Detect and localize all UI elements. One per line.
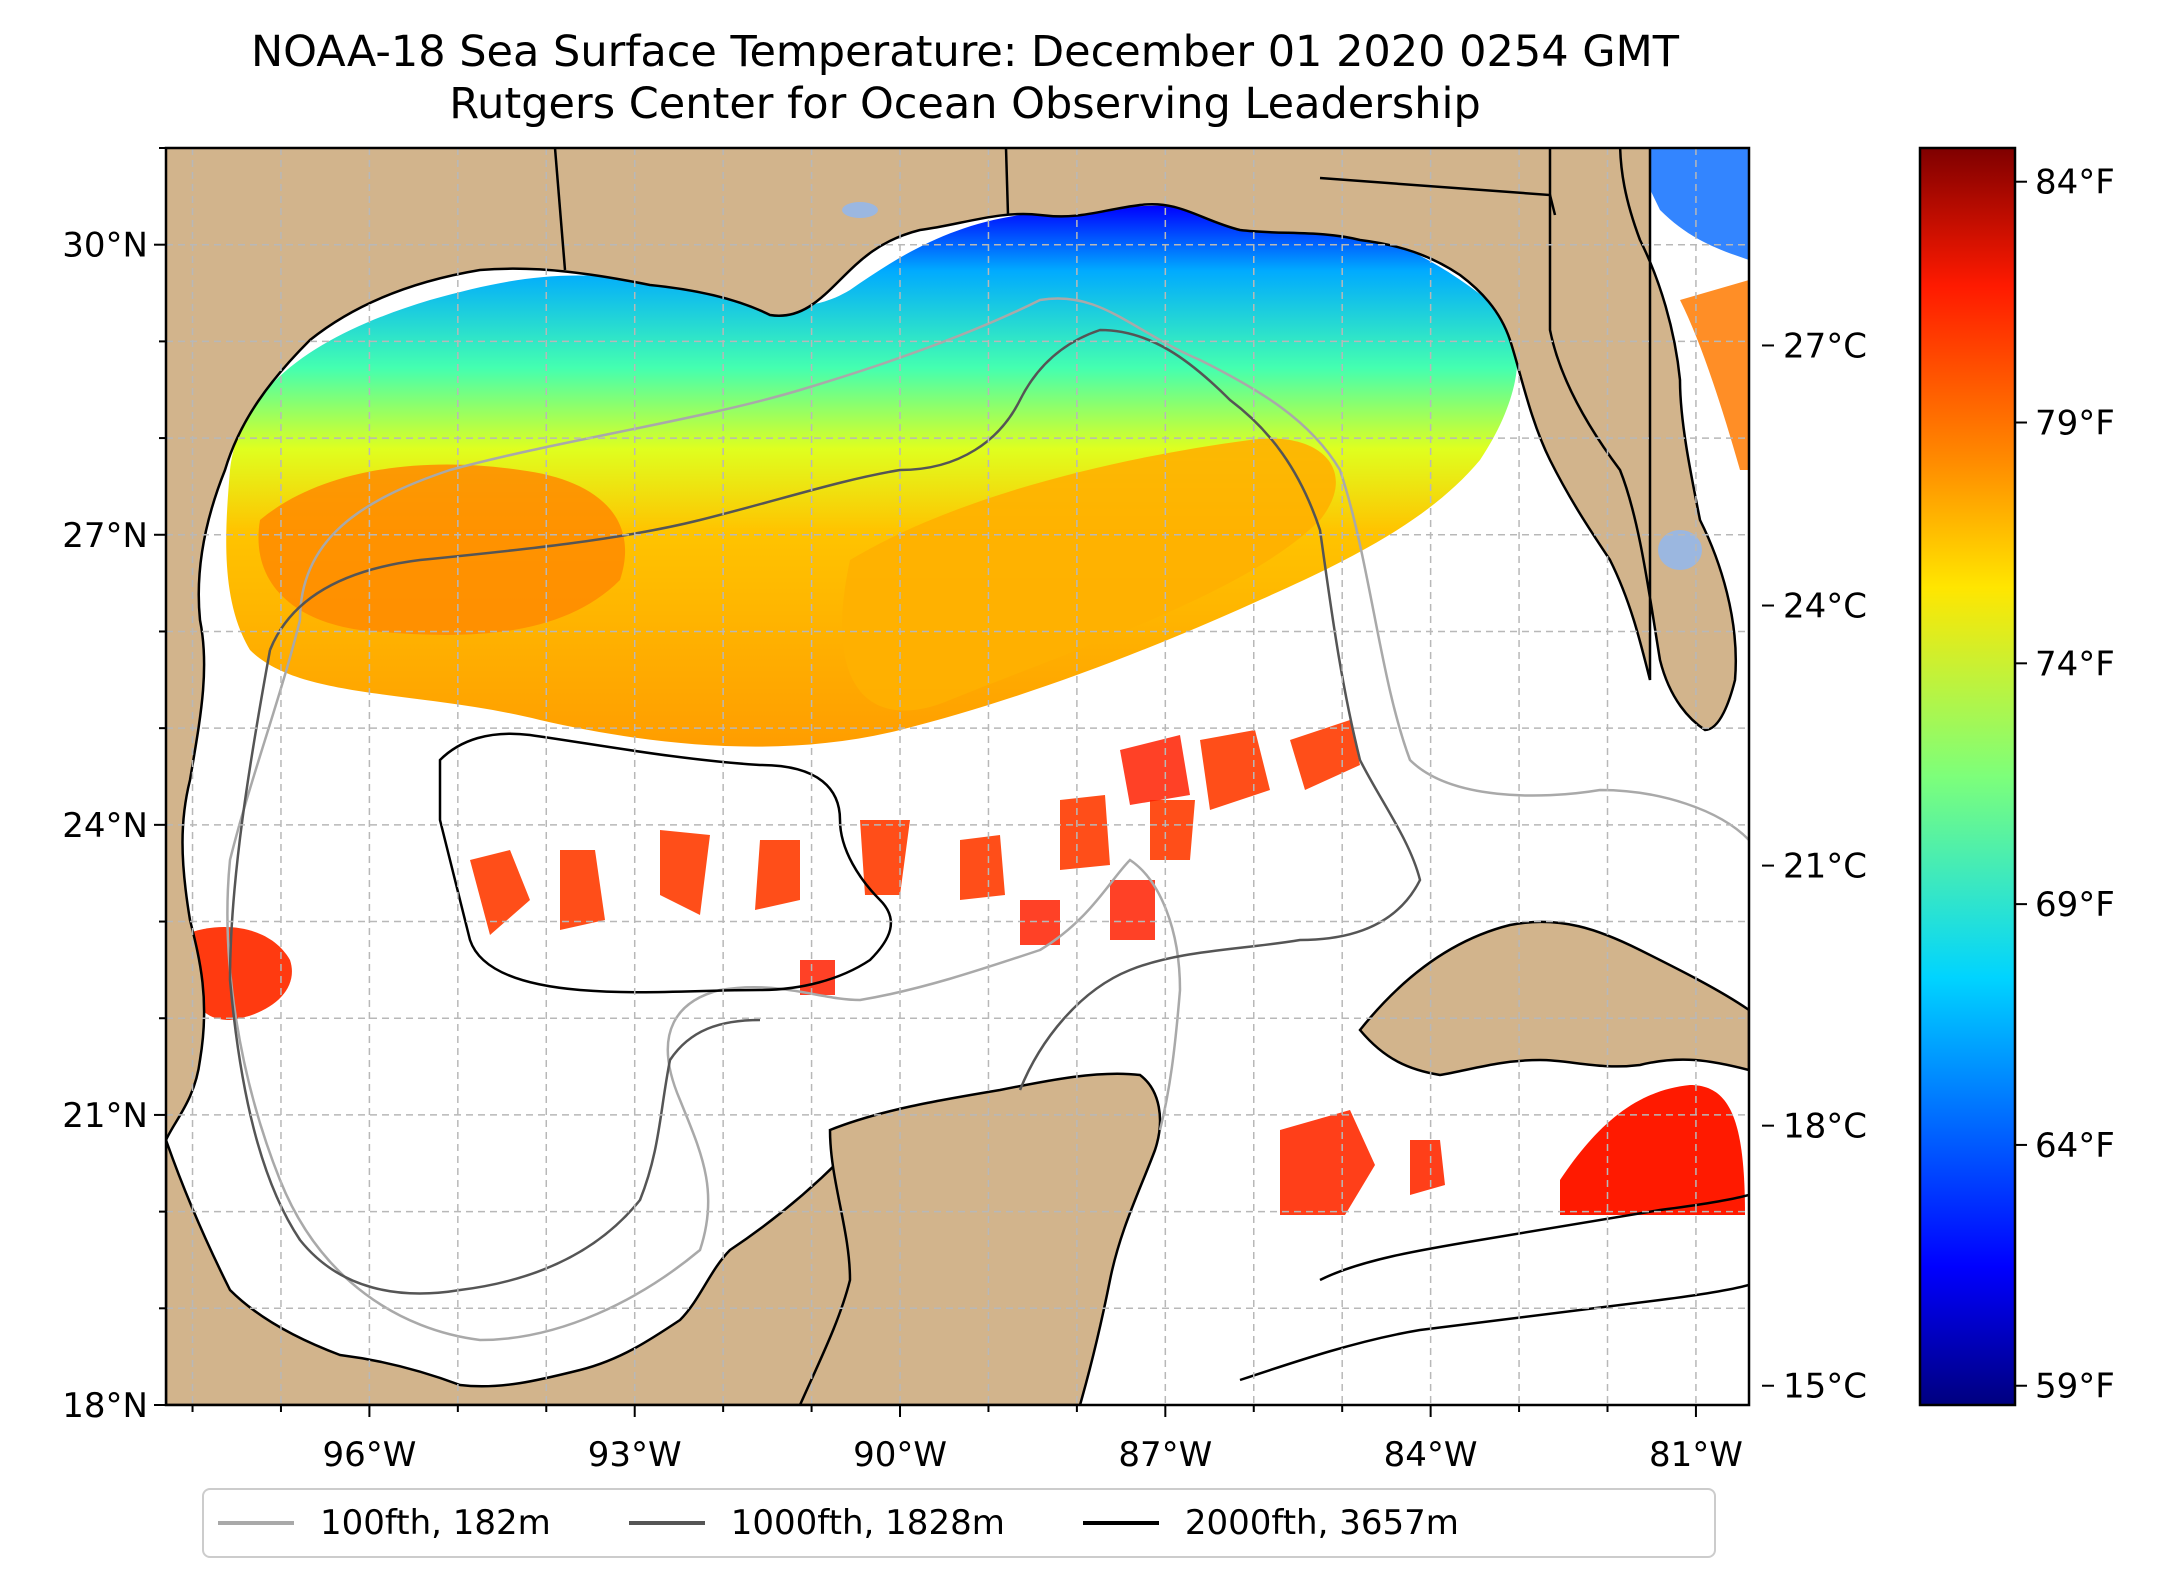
lat-tick-label: 18°N [62,1386,148,1426]
colorbar [1918,146,2017,1407]
lakes-layer [842,202,1702,570]
lon-tick-label: 87°W [1118,1435,1212,1475]
border-la-ms [1004,148,1010,216]
colorbar-f-tick-label: 74°F [2035,644,2115,684]
lake-pontchartrain [842,202,878,218]
land-north-america [166,148,1737,1405]
lat-tick-label: 27°N [62,516,148,556]
lat-tick-label: 21°N [62,1096,148,1136]
latitude-axis: 30°N 27°N 24°N 21°N 18°N [62,147,166,1426]
sst-east-florida [1680,280,1749,470]
legend-line-2000fth [1082,1521,1159,1525]
legend-item-1000fth: 1000fth, 1828m [628,1503,1005,1543]
lon-tick-label: 93°W [588,1435,682,1475]
map-title: NOAA-18 Sea Surface Temperature: Decembe… [251,27,1679,77]
land-yucatan [798,1072,1162,1405]
lat-tick-label: 30°N [62,226,148,266]
contour-1000fth [228,328,1422,1295]
map-frame [164,146,1751,1407]
legend-label: 1000fth, 1828m [730,1503,1005,1543]
map-subtitle: Rutgers Center for Ocean Observing Leade… [449,79,1481,129]
longitude-axis: 96°W 93°W 90°W 87°W 84°W 81°W [191,1405,1743,1475]
colorbar-f-tick-label: 69°F [2035,885,2115,925]
colorbar-f-tick-label: 84°F [2035,163,2115,203]
state-borders [553,148,1557,271]
lon-tick-label: 81°W [1649,1435,1743,1475]
land-cuba [1358,920,1749,1077]
colorbar-fahrenheit-axis: 84°F 79°F 74°F 69°F 64°F 59°F [2015,163,2115,1407]
sst-caribbean-west [1280,1110,1445,1215]
lake-okeechobee [1658,530,1702,570]
lon-tick-label: 90°W [853,1435,947,1475]
legend-item-100fth: 100fth, 182m [218,1503,551,1543]
colorbar-celsius-axis: 27°C 24°C 21°C 18°C 15°C [1762,326,1867,1407]
border-tx-la [553,148,567,271]
contour-100fth [226,297,1749,1342]
sst-west-warm [184,927,292,1020]
colorbar-c-tick-label: 18°C [1783,1107,1867,1147]
lon-tick-label: 84°W [1384,1435,1478,1475]
legend-label: 2000fth, 3657m [1184,1503,1459,1543]
sst-south-patches [470,720,1360,935]
sst-central-warm [258,464,626,635]
legend-line-1000fth [628,1521,705,1525]
bathymetry-legend: 100fth, 182m 1000fth, 1828m 2000fth, 365… [202,1488,1716,1558]
legend-label: 100fth, 182m [320,1503,551,1543]
legend-line-100fth [218,1521,294,1525]
colorbar-f-tick-label: 79°F [2035,404,2115,444]
border-ga-fl [1319,176,1557,216]
colorbar-f-tick-label: 64°F [2035,1126,2115,1166]
graticule [166,148,1749,1405]
colorbar-c-tick-label: 21°C [1783,847,1867,887]
sst-caribbean-warm [1560,1085,1745,1215]
colorbar-c-tick-label: 15°C [1783,1367,1867,1407]
lat-tick-label: 24°N [62,806,148,846]
sst-loop-patches [800,735,1190,995]
legend-item-2000fth: 2000fth, 3657m [1082,1503,1459,1543]
lon-tick-label: 96°W [322,1435,416,1475]
land-layer [166,148,1749,1405]
sst-atlantic-cool [1630,148,1749,260]
colorbar-c-tick-label: 24°C [1783,587,1867,627]
colorbar-f-tick-label: 59°F [2035,1367,2115,1407]
colorbar-c-tick-label: 27°C [1783,326,1867,366]
sst-east-band [842,438,1336,711]
